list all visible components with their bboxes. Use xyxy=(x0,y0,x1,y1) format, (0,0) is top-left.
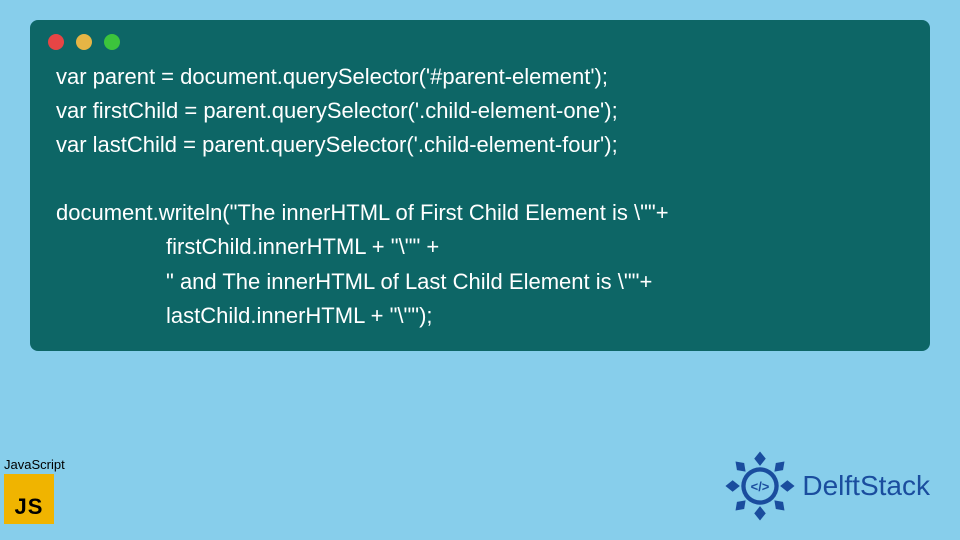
javascript-logo-icon: JS xyxy=(4,474,54,524)
maximize-dot-icon xyxy=(104,34,120,50)
code-block: var parent = document.querySelector('#pa… xyxy=(30,60,930,333)
svg-text:</>: </> xyxy=(751,479,770,494)
minimize-dot-icon xyxy=(76,34,92,50)
code-line: var parent = document.querySelector('#pa… xyxy=(56,64,608,89)
window-titlebar xyxy=(30,20,930,60)
javascript-label: JavaScript xyxy=(4,457,65,472)
code-line: document.writeln("The innerHTML of First… xyxy=(56,200,669,225)
code-line: " and The innerHTML of Last Child Elemen… xyxy=(56,269,652,294)
code-window: var parent = document.querySelector('#pa… xyxy=(30,20,930,351)
brand-name: DelftStack xyxy=(802,470,930,502)
brand-logo-icon: </> xyxy=(724,450,796,522)
code-line: lastChild.innerHTML + "\""); xyxy=(56,303,433,328)
brand: </> DelftStack xyxy=(724,450,930,522)
code-line: var lastChild = parent.querySelector('.c… xyxy=(56,132,618,157)
close-dot-icon xyxy=(48,34,64,50)
code-line: var firstChild = parent.querySelector('.… xyxy=(56,98,618,123)
code-line: firstChild.innerHTML + "\"" + xyxy=(56,234,439,259)
javascript-badge: JavaScript JS xyxy=(4,457,65,524)
